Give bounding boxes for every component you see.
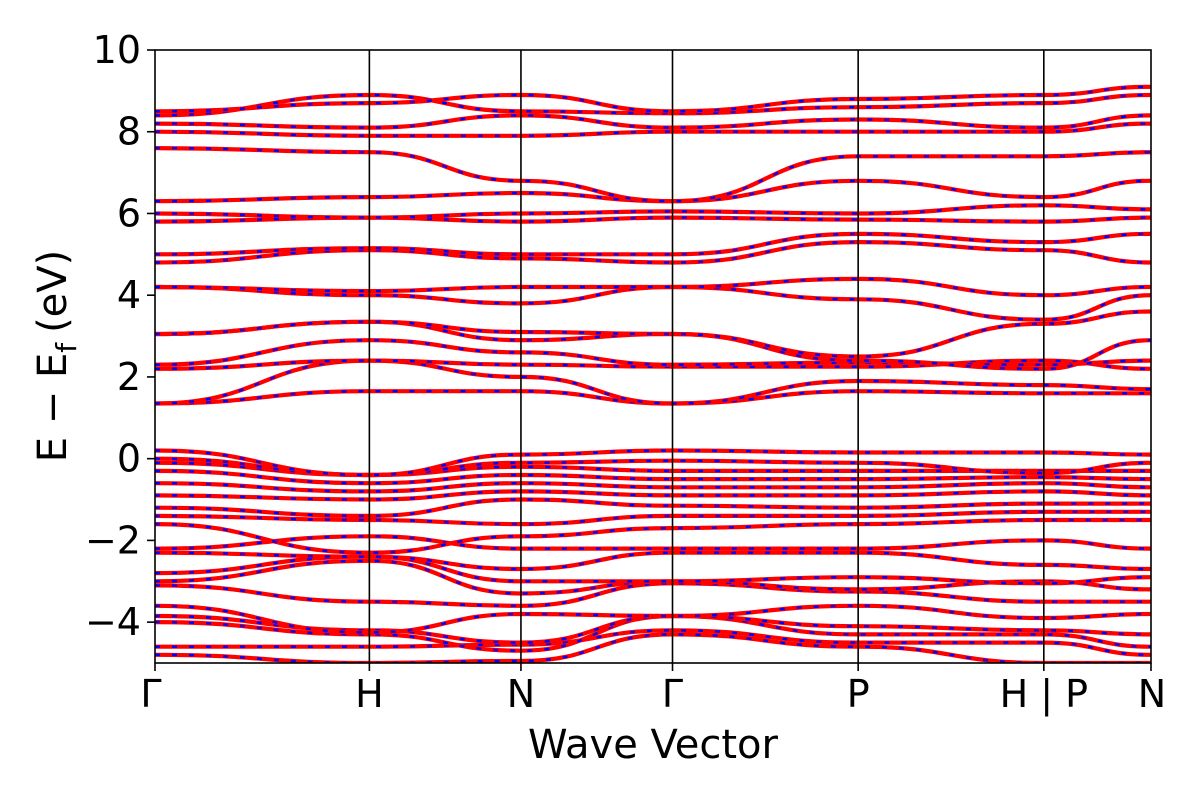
y-axis-title-unit: (eV) xyxy=(30,250,76,333)
band-21-spin-down xyxy=(155,359,1151,405)
band-35-spin-up xyxy=(155,113,1151,130)
band-29-spin-down xyxy=(155,232,1151,256)
high-symmetry-lines xyxy=(368,50,1045,663)
x-axis: Γ H N Γ P H | P N xyxy=(140,663,1166,717)
band-19-spin-up xyxy=(155,448,1151,478)
band-20-spin-down xyxy=(155,389,1151,405)
x-tick-label: H xyxy=(355,672,384,716)
band-6-spin-down xyxy=(155,582,1151,608)
band-28-spin-down xyxy=(155,240,1151,264)
y-axis-title-subscript: f xyxy=(50,342,83,353)
band-32-spin-up xyxy=(155,178,1151,204)
y-tick-label: 2 xyxy=(117,355,141,399)
band-9-spin-down xyxy=(155,551,1151,571)
x-tick-label: Γ xyxy=(140,672,161,716)
band-33-spin-down xyxy=(155,146,1151,203)
y-tick-label: 4 xyxy=(117,273,141,317)
y-tick-label: 8 xyxy=(117,110,141,154)
band-23-spin-down xyxy=(155,338,1151,366)
x-tick-label: H | P xyxy=(1000,672,1088,717)
band-8-spin-up xyxy=(155,554,1151,586)
band-5-spin-down xyxy=(155,604,1151,634)
y-tick-label: 6 xyxy=(117,191,141,235)
y-tick-label: 0 xyxy=(117,437,141,481)
band-2-spin-down xyxy=(155,629,1151,656)
y-axis-title-main: E − E xyxy=(30,353,76,463)
x-tick-label: P xyxy=(847,672,870,716)
y-tick-label: 10 xyxy=(93,28,141,72)
y-axis-title: E − Ef (eV) xyxy=(30,250,83,463)
band-6-spin-up xyxy=(155,581,1151,608)
band-37-spin-down xyxy=(155,85,1151,113)
band-10-spin-down xyxy=(155,535,1151,550)
band-11-spin-down xyxy=(155,518,1151,554)
x-tick-label: Γ xyxy=(662,672,683,716)
band-16-spin-down xyxy=(155,469,1151,485)
x-tick-label: N xyxy=(1138,672,1166,716)
x-axis-title: Wave Vector xyxy=(528,722,779,768)
band-27-spin-down xyxy=(155,277,1151,297)
y-axis: −4 −2 0 2 4 6 8 10 xyxy=(85,28,155,644)
x-tick-label: N xyxy=(507,672,535,716)
y-tick-label: −2 xyxy=(85,518,141,562)
band-14-spin-up xyxy=(155,489,1151,502)
y-tick-label: −4 xyxy=(85,600,141,644)
bands-layer xyxy=(155,84,1151,663)
band-33-spin-up xyxy=(155,146,1151,204)
plot-frame xyxy=(154,49,1152,664)
band-35-spin-down xyxy=(155,114,1151,129)
